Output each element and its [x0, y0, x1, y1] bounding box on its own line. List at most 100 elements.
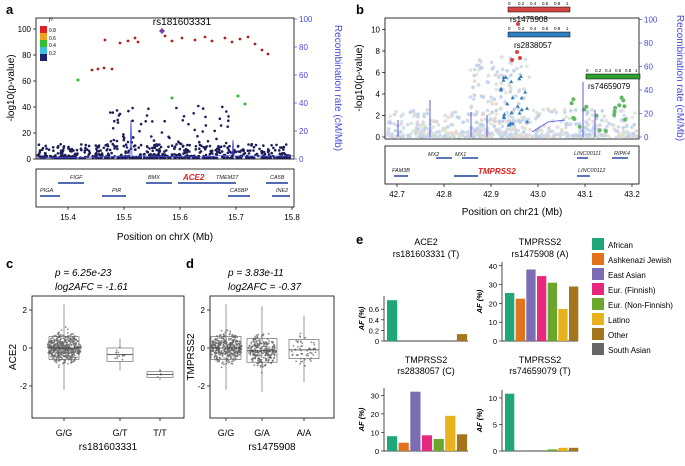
snp-point [392, 112, 397, 117]
snp-point-high-ld [210, 39, 214, 43]
sample-point [118, 355, 121, 358]
sample-point [255, 337, 257, 340]
snp-point [95, 147, 98, 150]
snp-point [587, 117, 591, 122]
snp-point [145, 114, 149, 117]
sample-point [64, 348, 67, 350]
sample-point [271, 341, 274, 343]
sample-point [50, 339, 53, 342]
snp-triangle [509, 79, 514, 84]
snp-point [600, 118, 604, 123]
snp-point-high-ld [253, 42, 257, 46]
snp-point [411, 109, 416, 113]
snp-point [215, 137, 218, 141]
sample-point [50, 337, 52, 340]
af-y-tick-label: 5 [493, 420, 497, 429]
snp-point [59, 151, 62, 155]
snp-point [117, 114, 121, 117]
sample-point [46, 343, 49, 346]
snp-point [449, 131, 454, 135]
legend-swatch-finnish [592, 283, 604, 295]
sample-point [255, 351, 257, 354]
snp-point [174, 156, 177, 160]
snp-point [54, 154, 57, 157]
snp-point [109, 140, 113, 143]
af-bar-eur-finnish- [421, 435, 433, 452]
snp-point [469, 104, 474, 108]
af-bar-eur-non-finnish- [547, 282, 557, 341]
snp-point [465, 119, 470, 123]
snp-point [481, 112, 486, 116]
snp-point [133, 148, 137, 151]
sample-point [268, 340, 270, 342]
x-tick-label: A/A [297, 428, 312, 438]
legend-label: Ashkenazi Jewish [608, 256, 672, 265]
sample-point [297, 346, 299, 348]
sample-point [61, 342, 64, 344]
gene-label: MX1 [455, 152, 466, 158]
sample-point [68, 339, 70, 342]
legend-swatch-06 [40, 33, 47, 40]
sample-point [252, 340, 255, 343]
sample-point [68, 343, 71, 345]
snp-point [466, 129, 471, 134]
snp-point-high-ld [510, 58, 514, 62]
snp-point [479, 66, 484, 70]
x-tick-label: 15.6 [172, 213, 188, 222]
sample-point [234, 358, 237, 361]
sample-point [74, 357, 77, 360]
snp-point [492, 124, 497, 128]
sample-point [267, 359, 270, 362]
snp-triangle [510, 95, 515, 100]
snp-point [193, 128, 196, 132]
sample-point [232, 335, 235, 338]
snp-point [106, 143, 109, 146]
snp-point [124, 143, 128, 146]
y-tick-label: 4 [376, 90, 381, 99]
sample-point [69, 334, 72, 337]
sample-point [255, 342, 257, 344]
sample-point [57, 339, 60, 342]
sample-point [237, 350, 240, 353]
sample-point [51, 336, 54, 339]
sample-point [223, 363, 225, 366]
sample-point [308, 347, 311, 350]
snp-point [388, 114, 393, 118]
sample-point [69, 338, 72, 340]
sample-point [227, 355, 230, 357]
snp-triangle [505, 101, 510, 106]
ld-tick: 1 [635, 68, 638, 73]
snp-label: rs74659079 [588, 82, 631, 91]
snp-point [512, 69, 516, 73]
af-bar-eur-non-finnish- [547, 449, 557, 451]
ld-scale-rs2838057: 0 0.2 0.4 0.6 0.8 1 rs2838057 [507, 26, 571, 50]
sample-point [254, 344, 257, 346]
snp-point-high-ld [96, 67, 100, 71]
sample-point [250, 342, 253, 345]
snp-point-high-ld [193, 38, 197, 42]
sample-point [228, 361, 231, 363]
snp-point [87, 149, 91, 153]
sample-point [80, 345, 82, 348]
sample-point [66, 335, 68, 338]
snp-point [438, 133, 442, 137]
snp-point [567, 116, 572, 121]
sample-point [217, 350, 220, 352]
sample-point [213, 341, 216, 344]
af-chart-gene-title: TMPRSS2 [519, 355, 562, 365]
snp-triangle [501, 78, 506, 82]
boxplot-frame-c [31, 295, 185, 419]
snp-point-green [621, 98, 626, 103]
sample-point [62, 334, 65, 337]
snp-triangle [523, 90, 528, 94]
ld-tick: 0.6 [542, 1, 549, 6]
snp-point [561, 132, 566, 137]
sample-point [58, 364, 60, 366]
snp-point-green [572, 117, 577, 121]
sample-point [256, 342, 259, 345]
snp-point [401, 112, 406, 116]
sample-point [59, 338, 62, 341]
y2-tick-label: 80 [299, 43, 308, 52]
sample-point [256, 343, 259, 346]
snp-point [138, 129, 141, 133]
